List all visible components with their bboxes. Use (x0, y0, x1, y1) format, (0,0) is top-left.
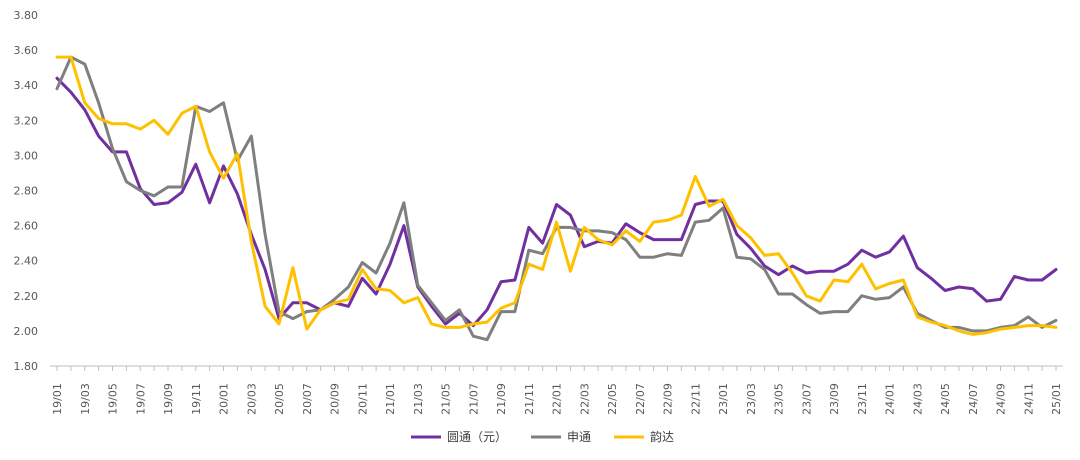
series-line-1 (55, 76, 1058, 328)
x-tick-label: 22/11 (689, 383, 702, 415)
x-tick-label: 24/09 (995, 383, 1008, 415)
y-tick-label: 3.80 (14, 9, 39, 22)
x-tick-label: 22/03 (578, 383, 591, 415)
y-tick-label: 2.80 (14, 185, 39, 198)
x-axis: 19/01 19/03 19/05 19/07 19/09 19/11 20/01 20/03… (50, 365, 1063, 415)
x-tick-label: 24/01 (884, 383, 897, 415)
x-tick-label: 20/09 (329, 383, 342, 415)
x-tick-label: 21/11 (523, 383, 536, 415)
x-tick-label: 24/11 (1022, 383, 1035, 415)
x-tick-label: 20/03 (245, 383, 258, 415)
y-axis-ticks: 1.80 2.00 2.20 2.40 2.60 2.80 3.00 3.20 3.40 3.60… (14, 9, 39, 373)
x-tick-label: 24/03 (911, 383, 924, 415)
x-tick-label: 20/07 (301, 383, 314, 415)
y-tick-label: 3.20 (14, 114, 39, 127)
y-tick-label: 1.80 (14, 360, 39, 373)
x-tick-label: 23/09 (828, 383, 841, 415)
x-tick-label: 23/03 (745, 383, 758, 415)
x-tick-label: 19/11 (190, 383, 203, 415)
x-tick-label: 20/11 (356, 383, 369, 415)
x-tick-label: 23/11 (856, 383, 869, 415)
series-line-3 (55, 55, 1058, 336)
x-tick-label: 20/05 (273, 383, 286, 415)
legend-label: 韵达 (650, 429, 674, 444)
x-tick-label: 20/01 (218, 383, 231, 415)
x-tick-label: 22/07 (634, 383, 647, 415)
x-tick-label: 22/01 (551, 383, 564, 415)
x-tick-label: 22/09 (662, 383, 675, 415)
legend-label: 申通 (567, 430, 591, 444)
y-tick-label: 3.60 (14, 44, 39, 57)
y-tick-label: 2.20 (14, 290, 39, 303)
y-tick-label: 3.40 (14, 79, 39, 92)
x-tick-label: 21/03 (412, 383, 425, 415)
series-lines (55, 55, 1058, 342)
x-tick-label: 21/07 (467, 383, 480, 415)
x-tick-label: 19/03 (79, 383, 92, 415)
x-tick-label: 23/07 (800, 383, 813, 415)
x-tick-label: 24/07 (967, 383, 980, 415)
x-tick-label: 21/01 (384, 383, 397, 415)
x-tick-label: 21/09 (495, 383, 508, 415)
x-tick-label: 23/05 (773, 383, 786, 415)
x-tick-label: 25/01 (1050, 383, 1063, 415)
x-tick-label: 19/01 (51, 383, 64, 415)
y-tick-label: 2.00 (14, 325, 39, 338)
x-tick-label: 19/07 (134, 383, 147, 415)
legend-label: 圆通（元） (447, 430, 507, 444)
x-tick-label: 21/05 (440, 383, 453, 415)
legend: 圆通（元） 申通 韵达 (411, 429, 674, 444)
y-tick-label: 2.60 (14, 220, 39, 233)
x-tick-label: 22/05 (606, 383, 619, 415)
x-tick-label: 23/01 (717, 383, 730, 415)
x-tick-label: 19/09 (162, 383, 175, 415)
y-tick-label: 2.40 (14, 255, 39, 268)
x-tick-label: 24/05 (939, 383, 952, 415)
y-tick-label: 3.00 (14, 149, 39, 162)
x-tick-label: 19/05 (107, 383, 120, 415)
